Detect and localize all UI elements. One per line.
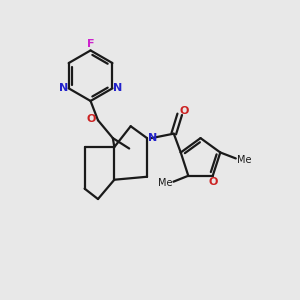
Text: Me: Me [237,155,252,165]
Text: O: O [208,177,218,187]
Text: O: O [179,106,189,116]
Text: N: N [113,83,122,93]
Text: O: O [87,114,96,124]
Text: N: N [59,83,68,93]
Text: N: N [148,133,157,143]
Text: Me: Me [158,178,172,188]
Text: F: F [87,39,94,49]
